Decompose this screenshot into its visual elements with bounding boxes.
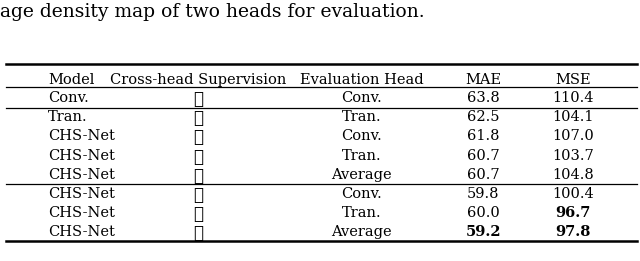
Text: Conv.: Conv. (341, 91, 382, 105)
Text: Conv.: Conv. (48, 91, 89, 105)
Text: 107.0: 107.0 (552, 129, 594, 144)
Text: 62.5: 62.5 (467, 110, 499, 124)
Text: Average: Average (332, 225, 392, 239)
Text: MAE: MAE (465, 73, 501, 87)
Text: ✗: ✗ (193, 91, 204, 108)
Text: CHS-Net: CHS-Net (48, 168, 115, 182)
Text: 59.2: 59.2 (465, 225, 501, 239)
Text: CHS-Net: CHS-Net (48, 206, 115, 220)
Text: 61.8: 61.8 (467, 129, 499, 144)
Text: 96.7: 96.7 (555, 206, 591, 220)
Text: 60.7: 60.7 (467, 168, 499, 182)
Text: Evaluation Head: Evaluation Head (300, 73, 424, 87)
Text: 103.7: 103.7 (552, 149, 594, 163)
Text: Conv.: Conv. (341, 129, 382, 144)
Text: Tran.: Tran. (342, 110, 381, 124)
Text: CHS-Net: CHS-Net (48, 129, 115, 144)
Text: ✓: ✓ (193, 225, 204, 242)
Text: ✗: ✗ (193, 149, 204, 165)
Text: ✓: ✓ (193, 206, 204, 223)
Text: 110.4: 110.4 (552, 91, 593, 105)
Text: ✓: ✓ (193, 187, 204, 204)
Text: 97.8: 97.8 (555, 225, 591, 239)
Text: Cross-head Supervision: Cross-head Supervision (110, 73, 287, 87)
Text: CHS-Net: CHS-Net (48, 149, 115, 163)
Text: 104.8: 104.8 (552, 168, 594, 182)
Text: Tran.: Tran. (342, 206, 381, 220)
Text: 60.0: 60.0 (467, 206, 500, 220)
Text: CHS-Net: CHS-Net (48, 187, 115, 201)
Text: 60.7: 60.7 (467, 149, 499, 163)
Text: 100.4: 100.4 (552, 187, 594, 201)
Text: 104.1: 104.1 (552, 110, 593, 124)
Text: Tran.: Tran. (48, 110, 88, 124)
Text: Model: Model (48, 73, 94, 87)
Text: ✗: ✗ (193, 110, 204, 127)
Text: 59.8: 59.8 (467, 187, 499, 201)
Text: CHS-Net: CHS-Net (48, 225, 115, 239)
Text: MSE: MSE (555, 73, 591, 87)
Text: ✗: ✗ (193, 129, 204, 146)
Text: age density map of two heads for evaluation.: age density map of two heads for evaluat… (0, 3, 424, 21)
Text: 63.8: 63.8 (467, 91, 500, 105)
Text: Average: Average (332, 168, 392, 182)
Text: Conv.: Conv. (341, 187, 382, 201)
Text: Tran.: Tran. (342, 149, 381, 163)
Text: ✗: ✗ (193, 168, 204, 185)
